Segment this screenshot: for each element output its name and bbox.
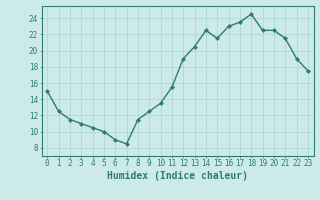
X-axis label: Humidex (Indice chaleur): Humidex (Indice chaleur): [107, 171, 248, 181]
